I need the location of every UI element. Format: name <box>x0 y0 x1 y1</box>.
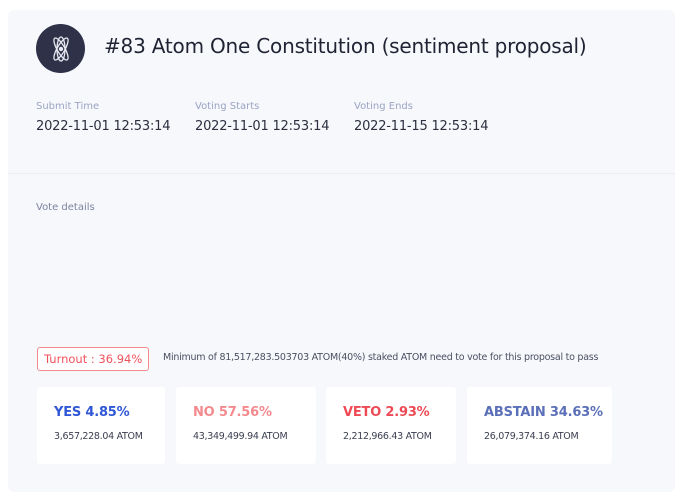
proposal-title: #83 Atom One Constitution (sentiment pro… <box>104 34 587 58</box>
vote-option-amount: 43,349,499.94 ATOM <box>193 431 288 442</box>
turnout-badge: Turnout : 36.94% <box>37 347 150 371</box>
vote-option-title: NO 57.56% <box>193 405 272 420</box>
vote-option-yes: YES 4.85% 3,657,228.04 ATOM <box>37 387 165 464</box>
vote-option-no: NO 57.56% 43,349,499.94 ATOM <box>176 387 316 464</box>
vote-option-veto: VETO 2.93% 2,212,966.43 ATOM <box>326 387 456 464</box>
meta-label: Voting Ends <box>354 101 413 112</box>
vote-option-title: VETO 2.93% <box>343 405 430 420</box>
turnout-requirement-note: Minimum of 81,517,283.503703 ATOM(40%) s… <box>163 352 599 363</box>
meta-voting-starts: Voting Starts 2022-11-01 12:53:14 <box>195 100 329 134</box>
vote-option-amount: 2,212,966.43 ATOM <box>343 431 432 442</box>
vote-option-abstain: ABSTAIN 34.63% 26,079,374.16 ATOM <box>467 387 612 464</box>
vote-option-amount: 3,657,228.04 ATOM <box>54 431 143 442</box>
cosmos-atom-icon <box>36 24 85 73</box>
meta-submit-time: Submit Time 2022-11-01 12:53:14 <box>36 100 170 134</box>
vote-option-title: ABSTAIN 34.63% <box>484 405 603 420</box>
meta-label: Voting Starts <box>195 101 260 112</box>
vote-option-amount: 26,079,374.16 ATOM <box>484 431 579 442</box>
meta-label: Submit Time <box>36 101 100 112</box>
meta-voting-ends: Voting Ends 2022-11-15 12:53:14 <box>354 100 488 134</box>
vote-option-title: YES 4.85% <box>54 405 130 420</box>
proposal-header: #83 Atom One Constitution (sentiment pro… <box>8 10 675 174</box>
meta-value: 2022-11-01 12:53:14 <box>195 119 330 134</box>
proposal-card: #83 Atom One Constitution (sentiment pro… <box>8 10 675 492</box>
vote-details-heading: Vote details <box>36 202 95 213</box>
meta-value: 2022-11-01 12:53:14 <box>36 119 171 134</box>
meta-value: 2022-11-15 12:53:14 <box>354 119 489 134</box>
